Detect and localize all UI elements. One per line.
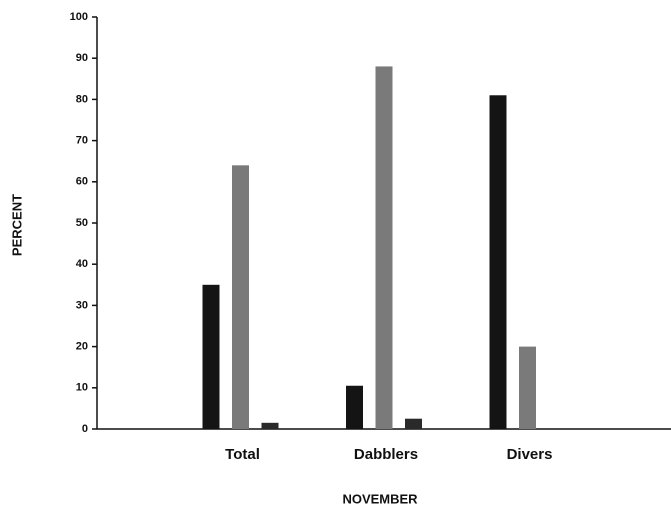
y-tick-label: 80 xyxy=(76,93,88,105)
y-tick-label: 50 xyxy=(76,217,88,229)
bar xyxy=(202,284,220,429)
y-tick-label: 100 xyxy=(70,11,88,23)
y-tick-label: 30 xyxy=(76,299,88,311)
bar xyxy=(232,165,249,429)
bar xyxy=(489,95,507,429)
y-tick-label: 20 xyxy=(76,341,88,353)
bar xyxy=(519,346,536,429)
bar xyxy=(346,385,363,429)
x-tick-label: Dabblers xyxy=(354,446,418,463)
bar xyxy=(405,418,422,429)
y-tick-label: 90 xyxy=(76,52,88,64)
x-tick-label: Divers xyxy=(507,446,553,463)
bar xyxy=(261,422,279,429)
y-tick-label: 10 xyxy=(76,382,88,394)
x-axis-label: NOVEMBER xyxy=(342,491,418,506)
bar xyxy=(375,66,393,429)
x-tick-label: Total xyxy=(225,446,260,463)
y-tick-label: 40 xyxy=(76,258,88,270)
y-tick-label: 0 xyxy=(82,423,88,435)
y-axis-label: PERCENT xyxy=(9,194,24,256)
y-tick-label: 60 xyxy=(76,176,88,188)
y-tick-label: 70 xyxy=(76,135,88,147)
